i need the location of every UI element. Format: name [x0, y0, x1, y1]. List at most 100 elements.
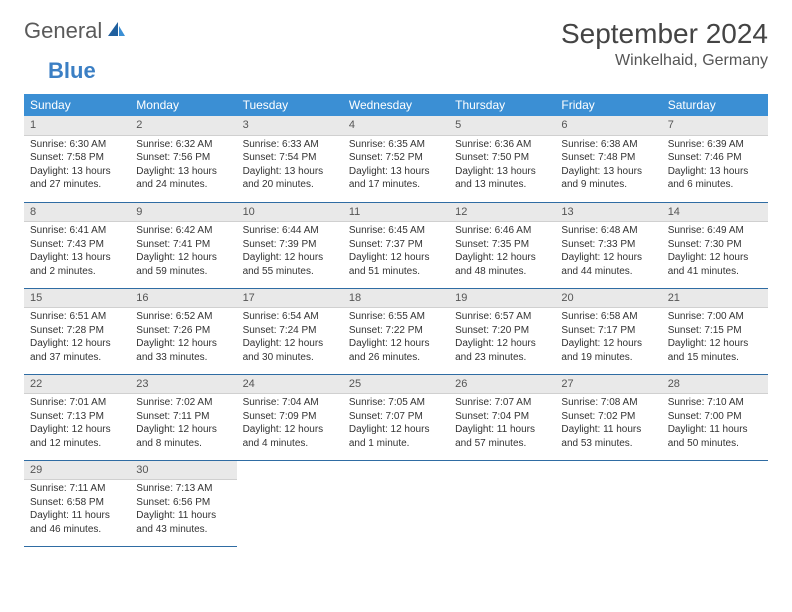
calendar-row: 15Sunrise: 6:51 AMSunset: 7:28 PMDayligh…: [24, 288, 768, 374]
calendar-cell: 9Sunrise: 6:42 AMSunset: 7:41 PMDaylight…: [130, 202, 236, 288]
calendar-row: 22Sunrise: 7:01 AMSunset: 7:13 PMDayligh…: [24, 374, 768, 460]
daylight-text: Daylight: 11 hours and 46 minutes.: [30, 509, 124, 536]
sunrise-text: Sunrise: 7:01 AM: [30, 396, 124, 410]
title-block: September 2024 Winkelhaid, Germany: [561, 18, 768, 70]
day-body: Sunrise: 6:33 AMSunset: 7:54 PMDaylight:…: [237, 136, 343, 196]
day-number: 7: [662, 116, 768, 136]
daylight-text: Daylight: 13 hours and 2 minutes.: [30, 251, 124, 278]
month-title: September 2024: [561, 18, 768, 50]
day-number: 21: [662, 289, 768, 309]
day-body: Sunrise: 6:35 AMSunset: 7:52 PMDaylight:…: [343, 136, 449, 196]
day-number: 24: [237, 375, 343, 395]
sunrise-text: Sunrise: 7:07 AM: [455, 396, 549, 410]
daylight-text: Daylight: 12 hours and 59 minutes.: [136, 251, 230, 278]
logo-text-general: General: [24, 18, 102, 44]
calendar-cell: 6Sunrise: 6:38 AMSunset: 7:48 PMDaylight…: [555, 116, 661, 202]
day-body: Sunrise: 6:46 AMSunset: 7:35 PMDaylight:…: [449, 222, 555, 282]
daylight-text: Daylight: 12 hours and 8 minutes.: [136, 423, 230, 450]
day-body: Sunrise: 6:52 AMSunset: 7:26 PMDaylight:…: [130, 308, 236, 368]
calendar-cell: 11Sunrise: 6:45 AMSunset: 7:37 PMDayligh…: [343, 202, 449, 288]
day-body: Sunrise: 6:39 AMSunset: 7:46 PMDaylight:…: [662, 136, 768, 196]
daylight-text: Daylight: 12 hours and 15 minutes.: [668, 337, 762, 364]
daylight-text: Daylight: 11 hours and 50 minutes.: [668, 423, 762, 450]
sunrise-text: Sunrise: 6:46 AM: [455, 224, 549, 238]
sunset-text: Sunset: 7:56 PM: [136, 151, 230, 165]
sunset-text: Sunset: 7:43 PM: [30, 238, 124, 252]
sunset-text: Sunset: 7:46 PM: [668, 151, 762, 165]
day-body: Sunrise: 6:57 AMSunset: 7:20 PMDaylight:…: [449, 308, 555, 368]
sunrise-text: Sunrise: 7:10 AM: [668, 396, 762, 410]
sunset-text: Sunset: 7:09 PM: [243, 410, 337, 424]
calendar-cell: 25Sunrise: 7:05 AMSunset: 7:07 PMDayligh…: [343, 374, 449, 460]
daylight-text: Daylight: 12 hours and 41 minutes.: [668, 251, 762, 278]
sunset-text: Sunset: 7:50 PM: [455, 151, 549, 165]
day-number: 3: [237, 116, 343, 136]
calendar-cell: [662, 460, 768, 546]
sunset-text: Sunset: 7:22 PM: [349, 324, 443, 338]
day-body: Sunrise: 6:30 AMSunset: 7:58 PMDaylight:…: [24, 136, 130, 196]
sunset-text: Sunset: 7:54 PM: [243, 151, 337, 165]
sunset-text: Sunset: 7:52 PM: [349, 151, 443, 165]
sunrise-text: Sunrise: 6:45 AM: [349, 224, 443, 238]
sunrise-text: Sunrise: 6:42 AM: [136, 224, 230, 238]
sunset-text: Sunset: 7:58 PM: [30, 151, 124, 165]
day-body: Sunrise: 7:11 AMSunset: 6:58 PMDaylight:…: [24, 480, 130, 540]
sunset-text: Sunset: 7:17 PM: [561, 324, 655, 338]
sunrise-text: Sunrise: 6:38 AM: [561, 138, 655, 152]
weekday-header: Wednesday: [343, 94, 449, 116]
day-body: Sunrise: 6:38 AMSunset: 7:48 PMDaylight:…: [555, 136, 661, 196]
day-number: 20: [555, 289, 661, 309]
day-body: Sunrise: 7:05 AMSunset: 7:07 PMDaylight:…: [343, 394, 449, 454]
sunrise-text: Sunrise: 6:44 AM: [243, 224, 337, 238]
calendar-cell: 13Sunrise: 6:48 AMSunset: 7:33 PMDayligh…: [555, 202, 661, 288]
calendar-cell: 12Sunrise: 6:46 AMSunset: 7:35 PMDayligh…: [449, 202, 555, 288]
calendar-cell: [555, 460, 661, 546]
sunrise-text: Sunrise: 6:58 AM: [561, 310, 655, 324]
sunset-text: Sunset: 7:20 PM: [455, 324, 549, 338]
calendar-cell: 15Sunrise: 6:51 AMSunset: 7:28 PMDayligh…: [24, 288, 130, 374]
weekday-header: Thursday: [449, 94, 555, 116]
day-number: 8: [24, 203, 130, 223]
sunrise-text: Sunrise: 6:51 AM: [30, 310, 124, 324]
sunset-text: Sunset: 6:56 PM: [136, 496, 230, 510]
sunrise-text: Sunrise: 6:30 AM: [30, 138, 124, 152]
calendar-cell: 16Sunrise: 6:52 AMSunset: 7:26 PMDayligh…: [130, 288, 236, 374]
sunrise-text: Sunrise: 7:00 AM: [668, 310, 762, 324]
day-body: Sunrise: 6:36 AMSunset: 7:50 PMDaylight:…: [449, 136, 555, 196]
sunset-text: Sunset: 6:58 PM: [30, 496, 124, 510]
sunrise-text: Sunrise: 6:35 AM: [349, 138, 443, 152]
sunrise-text: Sunrise: 7:05 AM: [349, 396, 443, 410]
calendar-cell: [343, 460, 449, 546]
day-number: 6: [555, 116, 661, 136]
day-body: Sunrise: 7:08 AMSunset: 7:02 PMDaylight:…: [555, 394, 661, 454]
day-number: 15: [24, 289, 130, 309]
daylight-text: Daylight: 11 hours and 53 minutes.: [561, 423, 655, 450]
day-number: 27: [555, 375, 661, 395]
day-number: 5: [449, 116, 555, 136]
sunrise-text: Sunrise: 6:36 AM: [455, 138, 549, 152]
calendar-cell: [237, 460, 343, 546]
day-number: 26: [449, 375, 555, 395]
day-body: Sunrise: 7:04 AMSunset: 7:09 PMDaylight:…: [237, 394, 343, 454]
day-body: Sunrise: 6:44 AMSunset: 7:39 PMDaylight:…: [237, 222, 343, 282]
day-number: 4: [343, 116, 449, 136]
calendar-cell: 26Sunrise: 7:07 AMSunset: 7:04 PMDayligh…: [449, 374, 555, 460]
sunrise-text: Sunrise: 7:02 AM: [136, 396, 230, 410]
sunrise-text: Sunrise: 7:13 AM: [136, 482, 230, 496]
sunrise-text: Sunrise: 6:55 AM: [349, 310, 443, 324]
day-body: Sunrise: 6:45 AMSunset: 7:37 PMDaylight:…: [343, 222, 449, 282]
calendar-cell: 14Sunrise: 6:49 AMSunset: 7:30 PMDayligh…: [662, 202, 768, 288]
calendar-cell: 3Sunrise: 6:33 AMSunset: 7:54 PMDaylight…: [237, 116, 343, 202]
day-number: 22: [24, 375, 130, 395]
calendar-cell: 30Sunrise: 7:13 AMSunset: 6:56 PMDayligh…: [130, 460, 236, 546]
sunset-text: Sunset: 7:11 PM: [136, 410, 230, 424]
day-number: 25: [343, 375, 449, 395]
daylight-text: Daylight: 12 hours and 37 minutes.: [30, 337, 124, 364]
daylight-text: Daylight: 12 hours and 55 minutes.: [243, 251, 337, 278]
sunset-text: Sunset: 7:02 PM: [561, 410, 655, 424]
sunset-text: Sunset: 7:48 PM: [561, 151, 655, 165]
day-number: 9: [130, 203, 236, 223]
sunset-text: Sunset: 7:04 PM: [455, 410, 549, 424]
weekday-header-row: Sunday Monday Tuesday Wednesday Thursday…: [24, 94, 768, 116]
daylight-text: Daylight: 13 hours and 6 minutes.: [668, 165, 762, 192]
